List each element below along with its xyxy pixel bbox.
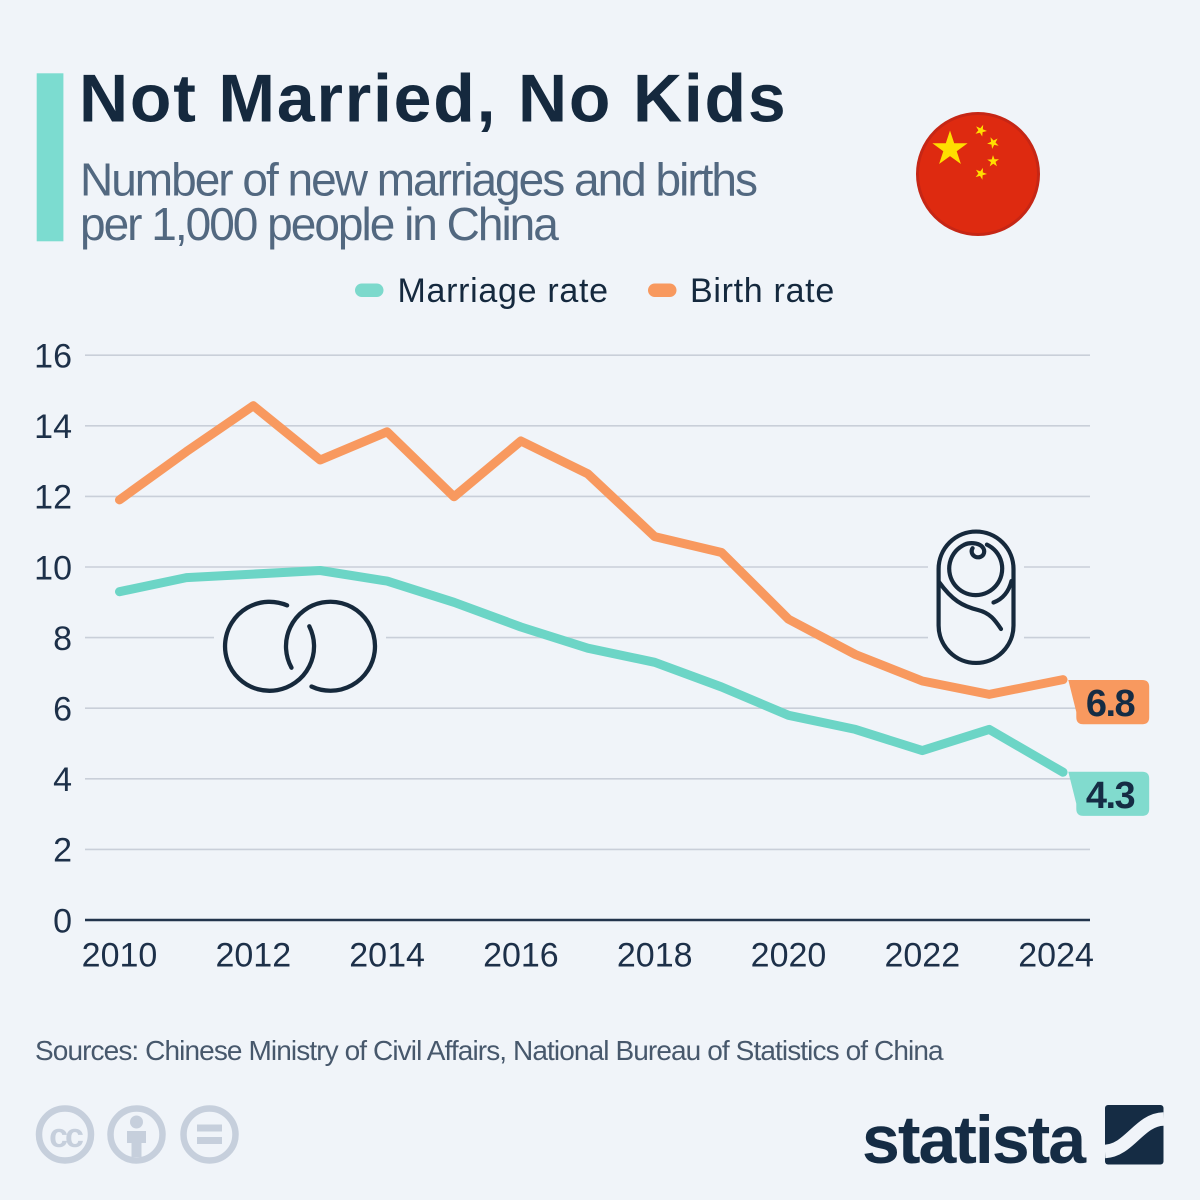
svg-text:8: 8 [53,620,72,658]
svg-text:2022: 2022 [884,937,960,975]
svg-text:2018: 2018 [617,937,693,975]
svg-text:0: 0 [53,902,72,940]
svg-text:4: 4 [53,761,72,799]
svg-text:2012: 2012 [215,937,291,975]
svg-text:12: 12 [34,479,72,517]
svg-text:6.8: 6.8 [1086,683,1135,725]
svg-text:Number of new marriages and bi: Number of new marriages and births [80,154,757,206]
svg-text:cc: cc [49,1117,83,1155]
svg-text:Sources: Chinese Ministry of C: Sources: Chinese Ministry of Civil Affai… [35,1035,944,1066]
svg-text:statista: statista [862,1102,1087,1178]
svg-text:16: 16 [34,338,72,376]
svg-text:6: 6 [53,691,72,729]
svg-text:Not Married, No Kids: Not Married, No Kids [79,60,788,136]
svg-text:2024: 2024 [1018,937,1094,975]
svg-text:2: 2 [53,832,72,870]
svg-text:2010: 2010 [82,937,158,975]
svg-text:10: 10 [34,549,72,587]
svg-text:2014: 2014 [349,937,425,975]
svg-text:Marriage rate: Marriage rate [398,272,609,310]
svg-text:2016: 2016 [483,937,559,975]
svg-text:14: 14 [34,408,72,446]
svg-text:4.3: 4.3 [1086,775,1135,817]
svg-text:2020: 2020 [751,937,827,975]
svg-text:per 1,000 people in China: per 1,000 people in China [80,198,559,250]
svg-text:Birth rate: Birth rate [690,272,835,310]
